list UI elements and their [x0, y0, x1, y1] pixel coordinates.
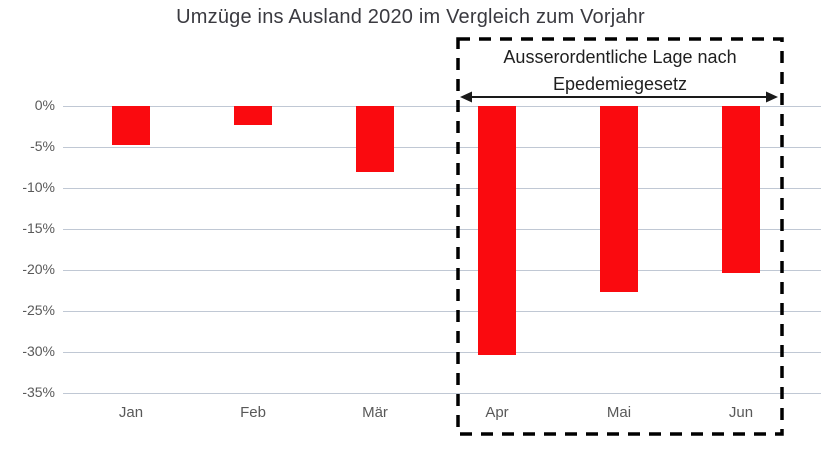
x-axis-tick-label: Mär: [362, 404, 388, 421]
x-axis-tick-label: Mai: [606, 404, 632, 421]
gridline: [63, 392, 821, 394]
annotation-label: Ausserordentliche Lage nach Epedemiegese…: [457, 44, 783, 98]
annotation-line-1: Ausserordentliche Lage nach: [503, 47, 737, 67]
gridline: [63, 351, 821, 353]
bar-mär: [356, 106, 394, 172]
y-axis-tick-label: -10%: [22, 179, 55, 195]
y-axis-tick-label: -5%: [30, 138, 55, 154]
gridline: [63, 228, 821, 230]
bar-mai: [600, 106, 638, 293]
gridline: [63, 105, 821, 107]
bar-jan: [112, 106, 150, 145]
bar-feb: [234, 106, 272, 125]
bar-apr: [478, 106, 516, 356]
gridline: [63, 269, 821, 271]
x-axis-tick-label: Jan: [118, 404, 144, 421]
gridline: [63, 146, 821, 148]
chart-title: Umzüge ins Ausland 2020 im Vergleich zum…: [176, 6, 645, 28]
y-axis-tick-label: -30%: [22, 343, 55, 359]
y-axis-tick-label: -15%: [22, 220, 55, 236]
annotation-line-2: Epedemiegesetz: [552, 74, 688, 94]
x-axis-tick-label: Jun: [728, 404, 754, 421]
bar-jun: [722, 106, 760, 274]
gridline: [63, 187, 821, 189]
y-axis-tick-label: -35%: [22, 384, 55, 400]
x-axis-tick-label: Feb: [240, 404, 266, 421]
x-axis-tick-label: Apr: [485, 404, 509, 421]
y-axis-tick-label: 0%: [34, 97, 55, 113]
y-axis-tick-label: -25%: [22, 302, 55, 318]
y-axis-tick-label: -20%: [22, 261, 55, 277]
gridline: [63, 310, 821, 312]
